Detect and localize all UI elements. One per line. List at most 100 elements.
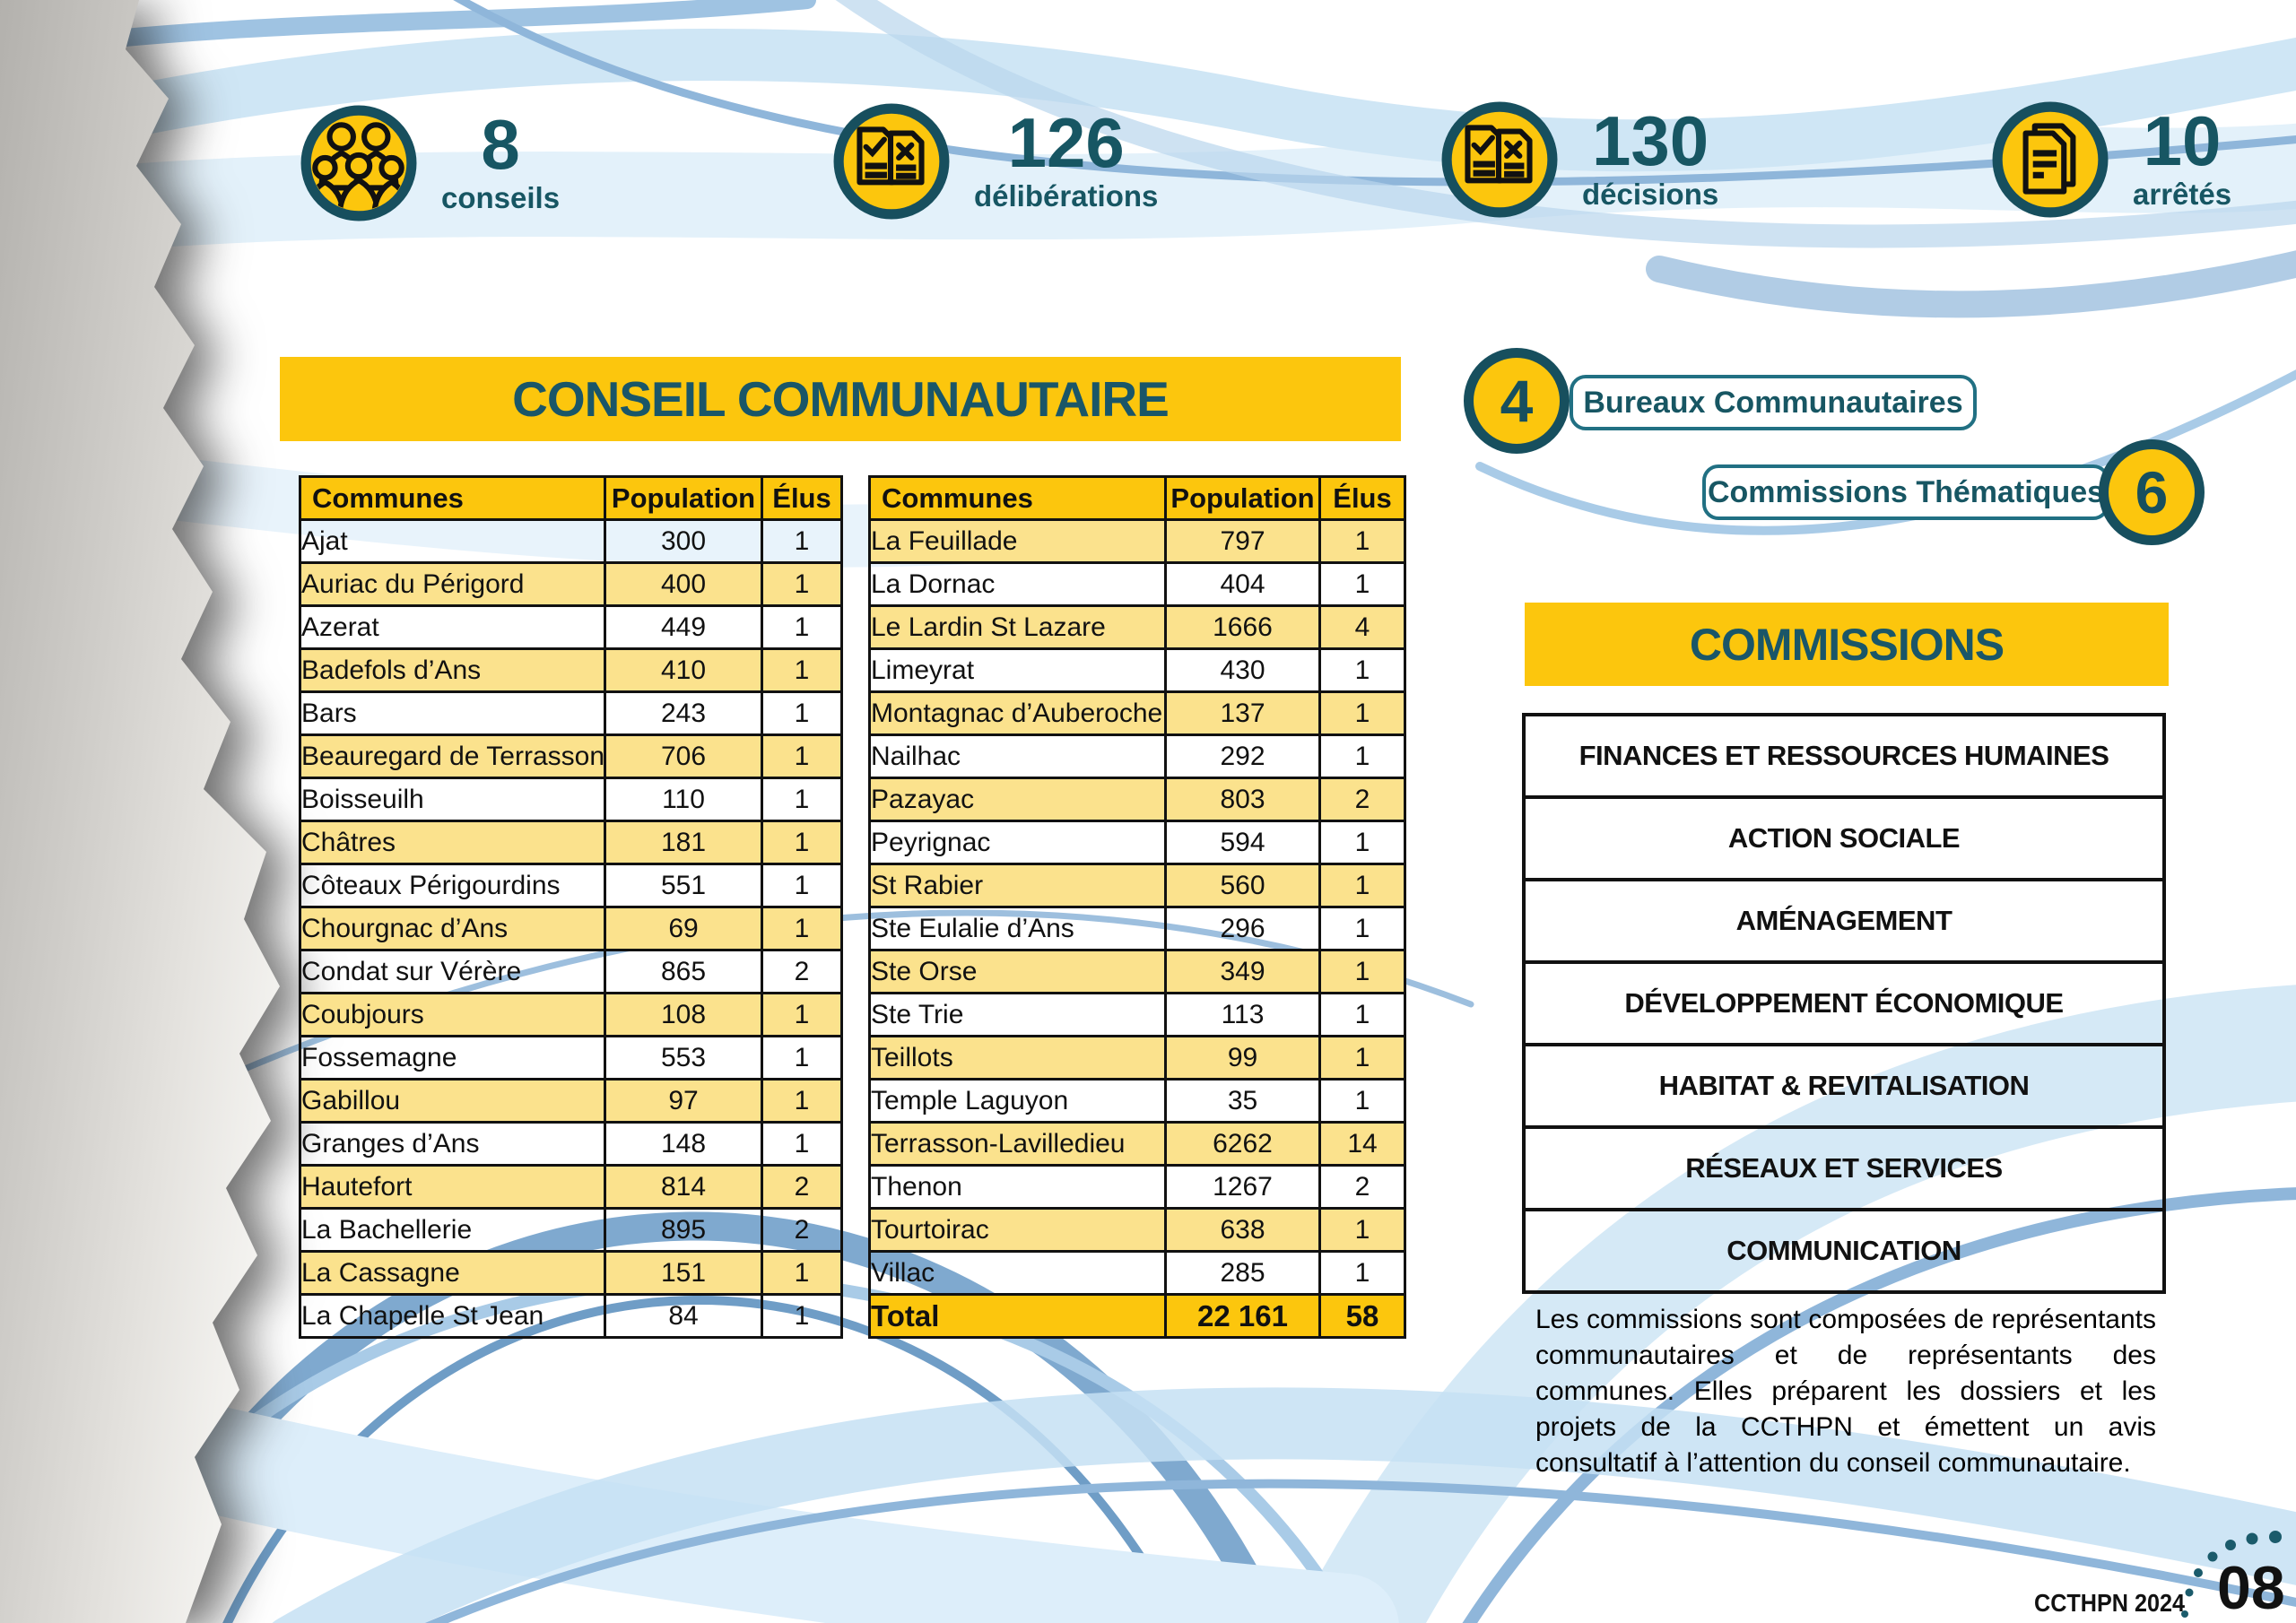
population-value: 865 [604, 949, 763, 994]
bureaux-count: 4 [1500, 368, 1534, 434]
commune-name: Condat sur Vérère [299, 949, 606, 994]
document-stack-icon [1992, 101, 2109, 218]
population-value: 814 [604, 1164, 763, 1210]
elus-value: 1 [1318, 1078, 1406, 1124]
commune-name: Peyrignac [868, 820, 1167, 865]
commune-name: Thenon [868, 1164, 1167, 1210]
population-value: 108 [604, 992, 763, 1037]
elus-value: 4 [1318, 604, 1406, 650]
elus-value: 2 [761, 949, 843, 994]
table-header-row: Communes Population Élus [299, 475, 843, 521]
section-title-commissions: COMMISSIONS [1525, 603, 2169, 686]
commune-name: Granges d’Ans [299, 1121, 606, 1167]
elus-value: 1 [761, 647, 843, 693]
footer-brand: CCTHPN 2024 [2034, 1589, 2186, 1617]
stat-decisions: 130 décisions [1440, 100, 1718, 219]
population-value: 803 [1164, 777, 1321, 822]
table-row: Nailhac 292 1 [868, 733, 1406, 779]
commune-name: St Rabier [868, 863, 1167, 908]
table-row: Bars 243 1 [299, 690, 843, 736]
stat-deliberations: 126 délibérations [832, 102, 1158, 221]
elus-value: 1 [761, 1293, 843, 1339]
commission-item: FINANCES ET RESSOURCES HUMAINES [1526, 716, 2162, 799]
commune-name: La Bachellerie [299, 1207, 606, 1253]
commission-item: COMMUNICATION [1726, 1235, 1961, 1266]
commune-name: Côteaux Périgourdins [299, 863, 606, 908]
commune-name: Chourgnac d’Ans [299, 906, 606, 951]
population-value: 35 [1164, 1078, 1321, 1124]
commune-name: Fossemagne [299, 1035, 606, 1081]
column-header-population: Population [604, 475, 763, 521]
elus-value: 1 [761, 992, 843, 1037]
stat-label: conseils [441, 181, 561, 215]
elus-value: 1 [1318, 992, 1406, 1037]
population-value: 404 [1164, 561, 1321, 607]
population-value: 84 [604, 1293, 763, 1339]
stat-value: 8 [481, 104, 520, 184]
table-row: Auriac du Périgord 400 1 [299, 561, 843, 607]
population-value: 410 [604, 647, 763, 693]
commission-item: DÉVELOPPEMENT ÉCONOMIQUE [1526, 964, 2162, 1046]
commune-name: Ste Eulalie d’Ans [868, 906, 1167, 951]
communes-table-right: Communes Population Élus La Feuillade 797… [868, 475, 1406, 1339]
commune-name: Nailhac [868, 733, 1167, 779]
table-row: Villac 285 1 [868, 1250, 1406, 1296]
stat-value: 126 [1007, 102, 1125, 182]
elus-value: 1 [1318, 949, 1406, 994]
elus-value: 1 [1318, 733, 1406, 779]
table-row: Temple Laguyon 35 1 [868, 1078, 1406, 1124]
table-row: Peyrignac 594 1 [868, 820, 1406, 865]
elus-value: 1 [1318, 561, 1406, 607]
elus-value: 1 [1318, 906, 1406, 951]
table-row: La Bachellerie 895 2 [299, 1207, 843, 1253]
elus-value: 2 [1318, 777, 1406, 822]
people-group-icon [300, 105, 417, 221]
commune-name: Bars [299, 690, 606, 736]
table-row: Granges d’Ans 148 1 [299, 1121, 843, 1167]
elus-value: 14 [1318, 1121, 1406, 1167]
elus-value: 1 [1318, 1250, 1406, 1296]
population-value: 560 [1164, 863, 1321, 908]
commissions-count-badge: 6 [2099, 439, 2205, 545]
dots-arc-graphic [2181, 1531, 2282, 1618]
elus-value: 1 [761, 561, 843, 607]
population-value: 797 [1164, 518, 1321, 564]
total-label: Total [868, 1293, 1167, 1339]
population-value: 895 [604, 1207, 763, 1253]
table-row: Châtres 181 1 [299, 820, 843, 865]
table-row: Tourtoirac 638 1 [868, 1207, 1406, 1253]
table-row: Coubjours 108 1 [299, 992, 843, 1037]
commune-name: Temple Laguyon [868, 1078, 1167, 1124]
torn-paper-texture [0, 0, 280, 1623]
total-elus: 58 [1318, 1293, 1406, 1339]
population-value: 285 [1164, 1250, 1321, 1296]
elus-value: 1 [1318, 690, 1406, 736]
elus-value: 1 [761, 1078, 843, 1124]
population-value: 430 [1164, 647, 1321, 693]
elus-value: 1 [761, 906, 843, 951]
elus-value: 1 [1318, 518, 1406, 564]
commune-name: Beauregard de Terrasson [299, 733, 606, 779]
table-row: Boisseuilh 110 1 [299, 777, 843, 822]
population-value: 449 [604, 604, 763, 650]
bureaux-label: Bureaux Communautaires [1583, 385, 1963, 420]
commune-name: La Cassagne [299, 1250, 606, 1296]
table-row: La Dornac 404 1 [868, 561, 1406, 607]
commune-name: Hautefort [299, 1164, 606, 1210]
stat-label: décisions [1582, 178, 1719, 212]
commune-name: Tourtoirac [868, 1207, 1167, 1253]
commune-name: Ste Trie [868, 992, 1167, 1037]
table-row: Ste Orse 349 1 [868, 949, 1406, 994]
table-row: Ajat 300 1 [299, 518, 843, 564]
commissions-list: FINANCES ET RESSOURCES HUMAINES ACTION SO… [1522, 713, 2166, 1294]
commune-name: Montagnac d’Auberoche [868, 690, 1167, 736]
table-row: Ste Trie 113 1 [868, 992, 1406, 1037]
commune-name: Azerat [299, 604, 606, 650]
commission-item: ACTION SOCIALE [1526, 799, 2162, 881]
commune-name: Le Lardin St Lazare [868, 604, 1167, 650]
population-value: 97 [604, 1078, 763, 1124]
column-header-communes: Communes [868, 475, 1167, 521]
population-value: 151 [604, 1250, 763, 1296]
elus-value: 1 [761, 604, 843, 650]
table-row: Condat sur Vérère 865 2 [299, 949, 843, 994]
